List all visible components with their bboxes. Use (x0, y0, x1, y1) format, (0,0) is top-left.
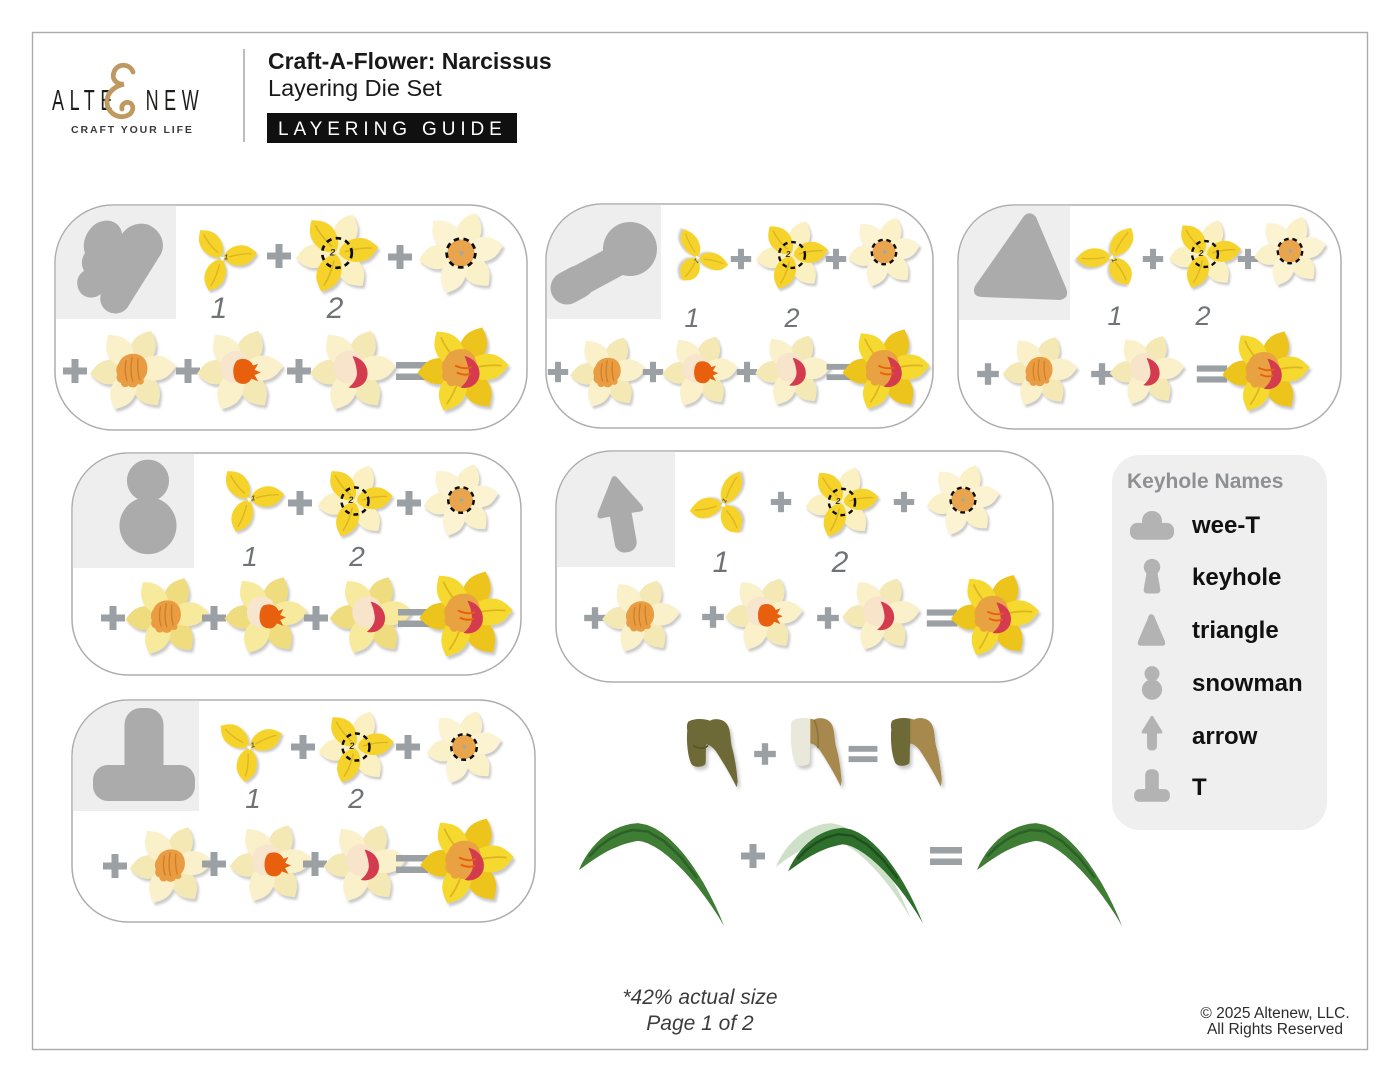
svg-text:1: 1 (1107, 301, 1122, 331)
svg-text:Keyhole Names: Keyhole Names (1127, 470, 1283, 493)
svg-text:ALTE: ALTE (52, 85, 118, 117)
svg-text:Page 1 of 2: Page 1 of 2 (646, 1012, 754, 1035)
svg-text:Layering Die Set: Layering Die Set (268, 75, 442, 101)
svg-text:*42% actual size: *42% actual size (622, 986, 777, 1009)
svg-text:2: 2 (831, 546, 849, 579)
svg-text:2: 2 (1194, 301, 1210, 331)
svg-text:1: 1 (211, 292, 228, 325)
svg-text:1: 1 (684, 303, 699, 333)
svg-text:© 2025 Altenew, LLC.: © 2025 Altenew, LLC. (1200, 1005, 1349, 1022)
svg-text:Craft-A-Flower: Narcissus: Craft-A-Flower: Narcissus (268, 48, 552, 74)
svg-text:1: 1 (242, 541, 258, 572)
svg-text:wee-T: wee-T (1191, 512, 1260, 539)
svg-text:triangle: triangle (1192, 617, 1279, 644)
svg-text:All Rights Reserved: All Rights Reserved (1207, 1021, 1343, 1038)
svg-text:T: T (1192, 774, 1207, 801)
svg-text:2: 2 (326, 292, 344, 325)
svg-text:LAYERING GUIDE: LAYERING GUIDE (278, 119, 507, 140)
svg-text:2: 2 (783, 303, 799, 333)
svg-text:NEW: NEW (146, 85, 205, 117)
svg-text:2: 2 (348, 541, 365, 572)
svg-text:keyhole: keyhole (1192, 564, 1281, 591)
svg-text:arrow: arrow (1192, 723, 1258, 750)
svg-text:1: 1 (713, 546, 730, 579)
svg-text:snowman: snowman (1192, 670, 1303, 697)
svg-text:2: 2 (347, 783, 364, 814)
svg-text:CRAFT YOUR LIFE: CRAFT YOUR LIFE (71, 124, 194, 136)
svg-text:1: 1 (245, 783, 261, 814)
